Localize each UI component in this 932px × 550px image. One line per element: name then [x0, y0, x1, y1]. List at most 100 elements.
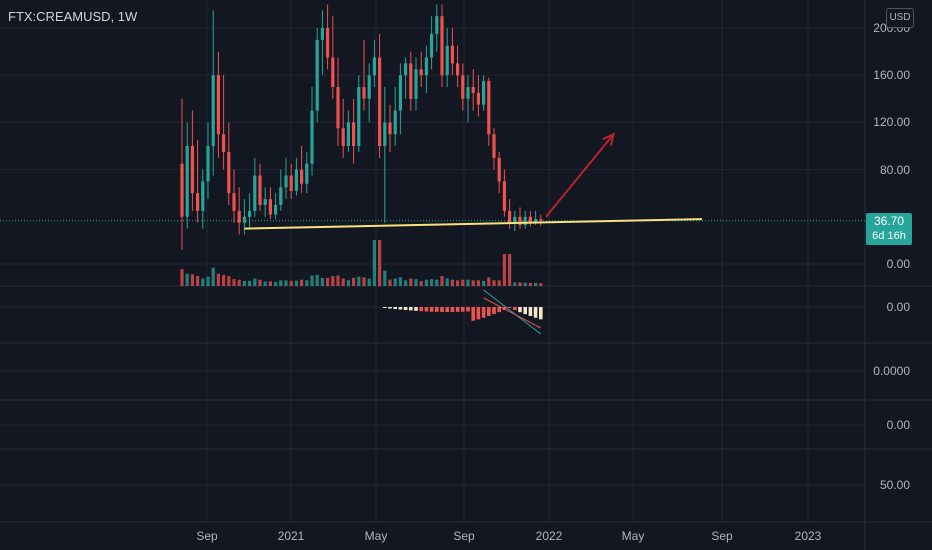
candle-body [263, 199, 267, 205]
volume-bar [523, 282, 527, 286]
volume-bar [289, 280, 293, 286]
macd-histogram-bar [513, 307, 517, 311]
candle-body [372, 57, 376, 76]
symbol-interval-label[interactable]: FTX:CREAMUSD, 1W [8, 9, 138, 24]
pane-pane4-label: 0.00 [887, 418, 911, 432]
projection-arrow-line [545, 133, 615, 218]
support-trend-line [244, 218, 703, 230]
macd-histogram-bar [388, 307, 392, 309]
candle-body [284, 175, 288, 188]
price-axis-label: 120.00 [873, 115, 910, 129]
candle-body [326, 28, 330, 58]
candle-body [414, 69, 418, 99]
candle-body [237, 210, 241, 223]
volume-bar [211, 267, 215, 286]
volume-bar [346, 280, 350, 286]
candle-body [435, 16, 439, 34]
pane-pane3-label: 0.0000 [873, 364, 910, 378]
volume-bar [362, 277, 366, 286]
candle-body [456, 63, 460, 76]
candle-body [331, 57, 335, 87]
volume-bar [539, 283, 543, 286]
volume-bar [528, 282, 532, 286]
volume-bar [383, 270, 387, 286]
volume-bar [274, 281, 278, 286]
volume-bar [492, 280, 496, 286]
candle-body [450, 45, 454, 64]
volume-bar [320, 277, 324, 286]
candle-body [518, 216, 522, 226]
candle-body [300, 169, 304, 184]
macd-histogram-bar [507, 307, 512, 308]
volume-bar [216, 273, 220, 286]
currency-button[interactable]: USD [886, 8, 914, 28]
volume-bar [476, 280, 480, 286]
candle-body [367, 75, 371, 99]
volume-bar [372, 240, 376, 286]
candle-body [216, 75, 220, 135]
time-tick-label: 2022 [536, 529, 563, 543]
volume-bar [424, 279, 428, 286]
candle-body [274, 205, 278, 215]
candle-body [362, 87, 366, 99]
macd-histogram-bar [492, 307, 496, 315]
candle-body [242, 216, 246, 223]
price-axis-label: 160.00 [873, 68, 910, 82]
candle-body [232, 193, 236, 211]
volume-bar [440, 276, 444, 286]
macd-histogram-bar [450, 307, 455, 312]
volume-bar [419, 280, 423, 286]
candle-body [211, 75, 215, 146]
volume-bar [190, 274, 194, 286]
volume-bar [409, 278, 413, 286]
volume-bar [461, 279, 465, 286]
candle-body [445, 45, 449, 76]
volume-bar [263, 281, 267, 286]
time-tick-label: 2021 [278, 529, 305, 543]
volume-bar [253, 278, 257, 286]
volume-bar [201, 278, 205, 286]
candle-body [206, 146, 210, 182]
candle-body [294, 169, 298, 191]
time-tick-label: May [622, 529, 645, 543]
macd-histogram-bar [435, 307, 439, 312]
candle-body [466, 87, 470, 99]
candle-body [378, 57, 382, 146]
volume-bar [497, 280, 501, 286]
candle-body [383, 122, 387, 146]
candle-body [502, 181, 506, 211]
candle-body [404, 63, 408, 76]
macd-histogram-bar [471, 307, 475, 321]
candle-body [341, 128, 345, 146]
candle-body [419, 69, 423, 76]
macd-histogram-bar [440, 307, 444, 312]
macd-histogram-bar [403, 307, 408, 310]
volume-bar [534, 283, 538, 286]
volume-bar [487, 277, 491, 286]
volume-bar [518, 282, 522, 286]
volume-bar [185, 273, 189, 286]
macd-histogram-bar [518, 307, 522, 313]
candle-body [185, 146, 189, 217]
macd-histogram-bar [383, 307, 387, 308]
macd-histogram-bar [409, 307, 413, 311]
candle-body [289, 175, 293, 191]
candle-body [310, 110, 314, 164]
macd-histogram-bar [414, 307, 418, 311]
volume-bar [196, 276, 200, 286]
volume-bar [331, 276, 335, 286]
volume-bar [326, 277, 330, 286]
candle-body [180, 163, 184, 217]
candle-body [357, 87, 361, 146]
candle-body [201, 181, 205, 211]
candle-body [315, 39, 319, 111]
candle-body [398, 75, 402, 111]
candle-body [487, 81, 491, 135]
volume-bar [222, 274, 226, 286]
macd-histogram-bar [466, 307, 470, 312]
candle-body [336, 87, 340, 129]
volume-bar [450, 279, 454, 286]
candle-body [528, 216, 532, 223]
